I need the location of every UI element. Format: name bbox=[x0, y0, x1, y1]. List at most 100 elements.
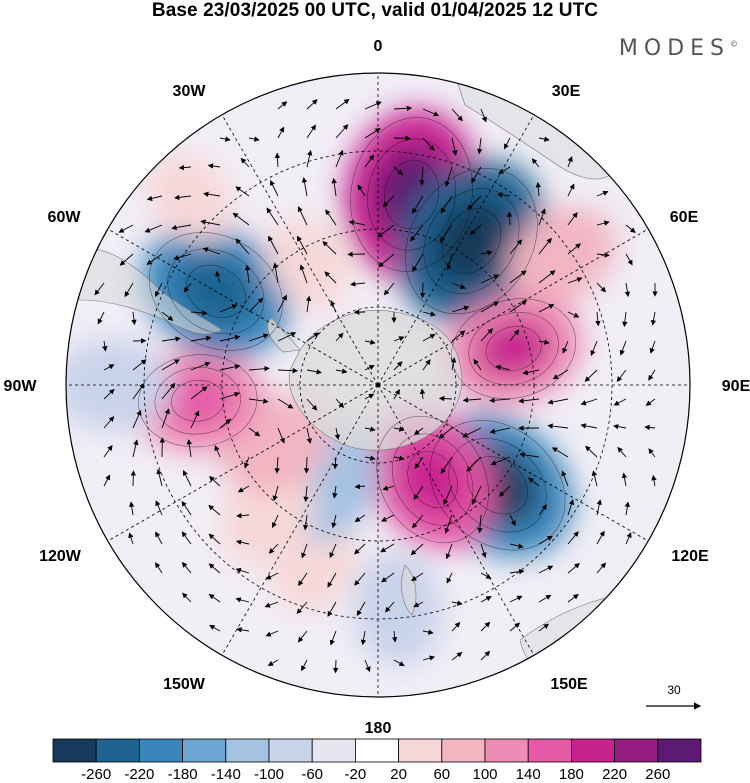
wind-arrow bbox=[203, 191, 221, 197]
wind-arrow bbox=[277, 427, 285, 444]
wind-arrow bbox=[504, 137, 511, 150]
wind-arrow bbox=[335, 398, 345, 409]
lon-label-180: 180 bbox=[365, 720, 392, 737]
wind-arrow bbox=[625, 532, 632, 545]
wind-arrow bbox=[422, 334, 436, 342]
wind-arrow bbox=[335, 98, 350, 110]
antarctic-peninsula bbox=[267, 317, 301, 353]
colorbar-tick-label: -140 bbox=[211, 766, 241, 783]
anomaly-cell bbox=[220, 467, 315, 566]
wind-arrow bbox=[103, 444, 113, 458]
wind-arrow bbox=[335, 368, 348, 374]
wind-arrow bbox=[380, 543, 395, 553]
wind-arrow bbox=[377, 224, 395, 238]
wind-arrow bbox=[580, 398, 598, 406]
wind-arrow bbox=[393, 455, 405, 461]
wind-arrow bbox=[480, 328, 494, 342]
map-boundary bbox=[65, 72, 691, 698]
wind-arrow bbox=[178, 164, 192, 171]
wind-arrow bbox=[538, 565, 554, 574]
wind-arrow bbox=[509, 543, 524, 549]
colorbar-tick-label: -260 bbox=[81, 766, 111, 783]
contour-line bbox=[171, 379, 225, 422]
wind-arrow bbox=[567, 277, 583, 284]
colorbar-swatch bbox=[484, 738, 529, 763]
wind-arrow bbox=[621, 472, 628, 487]
wind-arrow bbox=[156, 468, 163, 487]
wind-arrow bbox=[306, 332, 320, 342]
reference-vector-value: 30 bbox=[667, 683, 681, 697]
wind-arrow bbox=[450, 357, 457, 371]
wind-arrow bbox=[624, 501, 630, 516]
wind-arrow bbox=[613, 398, 627, 406]
wind-arrow bbox=[364, 393, 375, 400]
lon-label-60w: 60W bbox=[48, 209, 82, 226]
wind-arrow bbox=[625, 224, 636, 233]
wind-arrow bbox=[219, 364, 241, 371]
wind-arrow bbox=[94, 282, 105, 296]
wind-arrow bbox=[648, 369, 656, 381]
meridian-line bbox=[377, 384, 535, 656]
wind-arrow bbox=[364, 659, 371, 673]
wind-arrow bbox=[519, 452, 540, 458]
wind-arrow bbox=[562, 340, 569, 354]
wind-arrow bbox=[451, 282, 466, 289]
contour-line bbox=[376, 416, 489, 544]
wind-arrow bbox=[444, 166, 453, 187]
wind-arrow bbox=[331, 177, 337, 197]
wind-arrow bbox=[466, 456, 482, 472]
lon-label-120w: 120W bbox=[39, 548, 82, 565]
wind-arrow bbox=[567, 212, 578, 226]
wind-arrow bbox=[354, 572, 366, 586]
wind-arrow bbox=[267, 659, 279, 666]
wind-arrow bbox=[591, 470, 598, 487]
wind-arrow bbox=[265, 572, 279, 580]
wind-arrow bbox=[391, 630, 398, 643]
wind-arrow bbox=[364, 455, 376, 461]
wind-arrow bbox=[190, 335, 212, 342]
wind-arrow bbox=[248, 136, 260, 142]
wind-arrow bbox=[329, 543, 337, 559]
colorbar-tick-label: -100 bbox=[254, 766, 284, 783]
wind-arrow bbox=[236, 627, 250, 633]
wind-arrow bbox=[393, 388, 400, 400]
colorbar-swatch bbox=[527, 738, 572, 763]
wind-arrow bbox=[413, 601, 424, 608]
wind-arrow bbox=[538, 594, 552, 603]
meridian-line bbox=[377, 384, 649, 542]
wind-arrow bbox=[451, 651, 463, 661]
colorbar-swatch bbox=[52, 738, 97, 763]
colorbar-tick-label: -60 bbox=[301, 766, 323, 783]
wind-arrow bbox=[411, 514, 424, 529]
wind-arrow bbox=[462, 397, 482, 403]
wind-arrow bbox=[410, 224, 424, 242]
colorbar-swatch bbox=[268, 738, 313, 763]
wind-arrow bbox=[440, 456, 453, 475]
wind-arrow bbox=[451, 305, 470, 313]
lon-label-150e: 150E bbox=[550, 676, 588, 693]
wind-arrow bbox=[651, 474, 657, 487]
wind-arrow bbox=[102, 340, 108, 352]
wind-arrow bbox=[297, 206, 308, 226]
wind-vectors bbox=[94, 98, 658, 674]
wind-arrow bbox=[596, 530, 605, 545]
wind-arrow bbox=[393, 105, 413, 111]
wind-arrow bbox=[335, 124, 349, 139]
wind-arrow bbox=[596, 252, 610, 258]
wind-arrow bbox=[393, 426, 405, 432]
south-america-coast bbox=[66, 247, 223, 335]
contour-line bbox=[441, 208, 502, 274]
meridian-labels: 0 30E 60E 90E 120E 150E 180 150W 120W 90… bbox=[4, 38, 750, 737]
wind-arrow bbox=[364, 128, 381, 139]
wind-arrow bbox=[451, 622, 461, 632]
wind-arrow bbox=[356, 601, 366, 617]
wind-arrow bbox=[350, 281, 366, 287]
wind-arrow bbox=[219, 418, 232, 429]
wind-arrow bbox=[132, 409, 142, 429]
contour-line bbox=[154, 367, 241, 435]
wind-arrow bbox=[161, 382, 176, 400]
wind-arrow bbox=[118, 224, 134, 233]
wind-arrow bbox=[103, 364, 115, 371]
wind-arrow bbox=[467, 195, 482, 210]
